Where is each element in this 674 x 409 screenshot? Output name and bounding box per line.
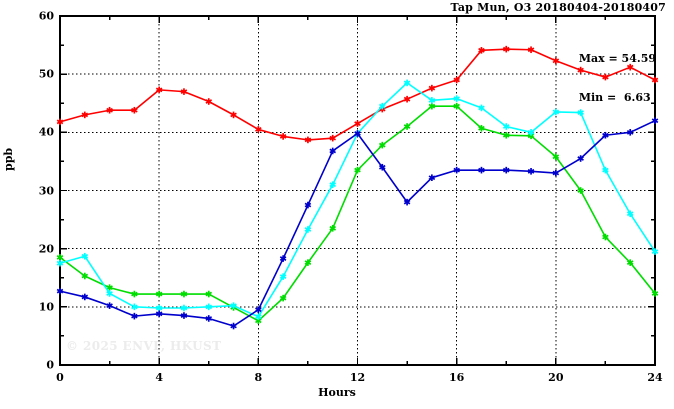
y-tick-label: 40 [38, 125, 54, 139]
x-tick-label: 8 [254, 371, 263, 384]
y-tick-label: 0 [46, 358, 54, 372]
max-label: Max = 54.59 [578, 52, 656, 65]
x-tick-label: 20 [548, 371, 564, 384]
y-tick-label: 60 [38, 9, 54, 23]
watermark: © 2025 ENVF, HKUST [66, 339, 222, 353]
x-axis-label: Hours [318, 386, 356, 399]
chart-title: Tap Mun, O3 20180404-20180407 [450, 1, 666, 14]
x-tick-label: 24 [647, 371, 663, 384]
y-tick-label: 10 [38, 300, 54, 314]
x-tick-label: 0 [56, 371, 64, 384]
x-tick-label: 12 [349, 371, 366, 384]
y-tick-label: 20 [38, 242, 54, 256]
x-tick-label: 4 [155, 371, 163, 384]
y-tick-label: 50 [38, 67, 54, 81]
stats-annotation: Max = 54.59 Min = 6.63 [579, 26, 656, 130]
x-tick-label: 16 [449, 371, 465, 384]
min-label: Min = 6.63 [578, 91, 651, 104]
y-tick-label: 30 [38, 184, 54, 197]
